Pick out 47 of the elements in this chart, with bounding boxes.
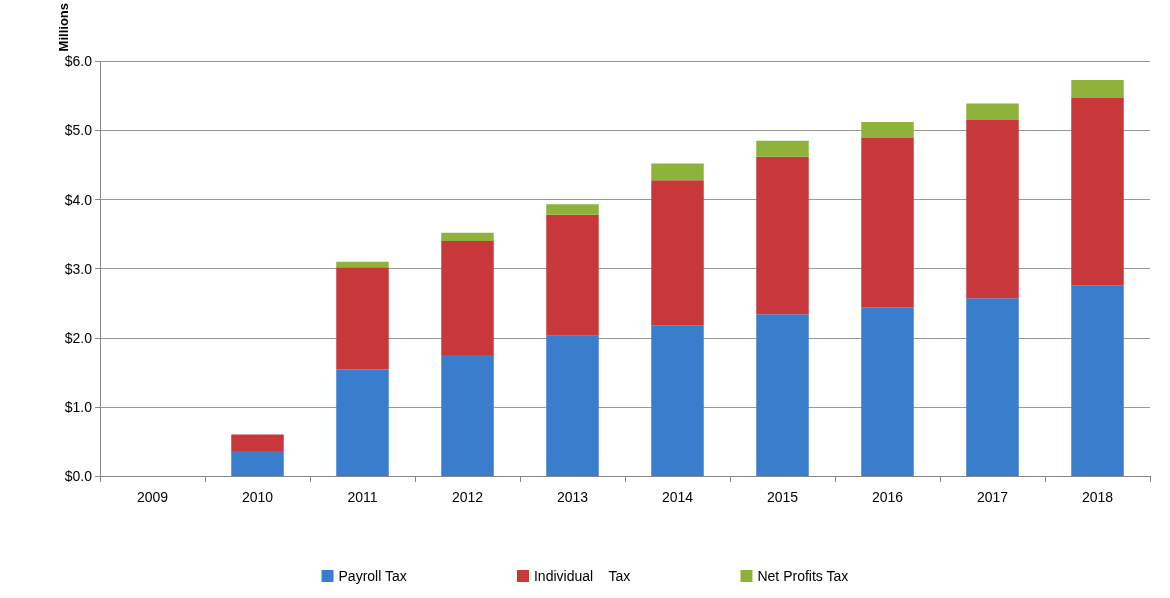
bar — [756, 140, 809, 157]
bar — [756, 314, 809, 476]
y-tick-label: $0.0 — [64, 468, 93, 484]
bar — [966, 120, 1019, 299]
y-tick-label: $5.0 — [64, 122, 93, 139]
legend-label: Individual Tax — [533, 568, 631, 584]
y-tick-label: $4.0 — [64, 191, 93, 208]
bar — [651, 180, 704, 326]
y-tick-label: $6.0 — [64, 53, 93, 70]
bar — [546, 335, 599, 476]
legend-label: Net Profits Tax — [757, 568, 849, 584]
legend-label: Payroll Tax — [338, 568, 407, 584]
bar — [231, 434, 284, 452]
bar — [336, 267, 389, 370]
bar — [756, 156, 809, 315]
x-tick-label: 2015 — [766, 489, 799, 505]
x-tick-label: 2009 — [136, 489, 169, 505]
x-tick-label: 2017 — [976, 489, 1009, 505]
bar — [861, 307, 914, 476]
bar — [966, 103, 1019, 121]
bar — [861, 122, 914, 139]
bar — [441, 241, 494, 356]
bar — [651, 163, 704, 181]
bar — [441, 355, 494, 476]
x-tick-label: 2010 — [241, 489, 274, 505]
bar — [1071, 97, 1124, 286]
bar — [1071, 285, 1124, 476]
x-tick-label: 2012 — [451, 489, 484, 505]
bar — [546, 204, 599, 215]
bar — [546, 214, 599, 336]
x-tick-label: 2011 — [347, 489, 378, 505]
bar — [966, 298, 1019, 476]
x-tick-label: 2018 — [1081, 489, 1114, 505]
x-tick-label: 2016 — [871, 489, 904, 505]
bar — [441, 232, 494, 241]
x-tick-label: 2013 — [556, 489, 589, 505]
y-tick-label: $3.0 — [64, 260, 93, 277]
x-tick-label: 2014 — [661, 489, 694, 505]
bar — [861, 138, 914, 308]
bar — [651, 325, 704, 476]
y-tick-label: $1.0 — [64, 398, 93, 415]
bar — [231, 451, 284, 476]
bar — [336, 261, 389, 268]
y-axis-title: Millions — [56, 3, 71, 52]
bar — [336, 369, 389, 476]
y-tick-label: $2.0 — [64, 329, 93, 346]
bar — [1071, 79, 1124, 98]
